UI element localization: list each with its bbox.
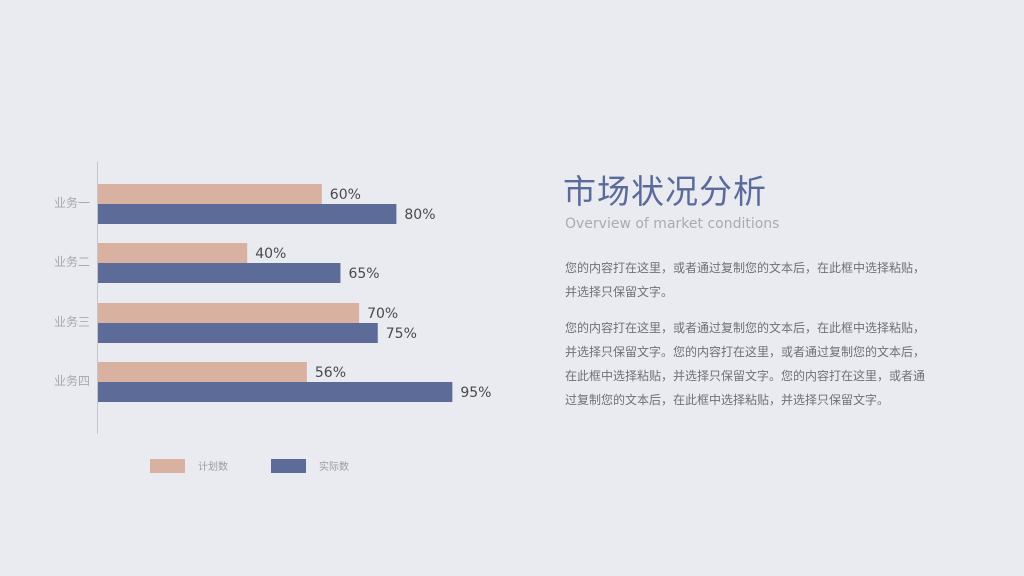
legend-swatch (150, 459, 185, 473)
category-label: 业务二 (54, 254, 90, 269)
data-label: 70% (367, 306, 398, 322)
category-label: 业务三 (54, 314, 90, 329)
legend-swatch (271, 459, 306, 473)
bar (98, 303, 360, 323)
category-label: 业务一 (54, 195, 90, 210)
bar (98, 382, 453, 402)
body-paragraph-2: 您的内容打在这里，或者通过复制您的文本后，在此框中选择粘贴，并选择只保留文字。您… (565, 321, 926, 407)
data-label: 60% (330, 187, 361, 203)
data-label: 56% (315, 365, 346, 381)
bar (98, 263, 341, 283)
bar (98, 243, 248, 263)
bar (98, 362, 307, 382)
page-title: 市场状况分析 (563, 172, 767, 211)
page-subtitle: Overview of market conditions (565, 216, 780, 232)
bar (98, 323, 378, 343)
body-paragraph-1: 您的内容打在这里，或者通过复制您的文本后，在此框中选择粘贴，并选择只保留文字。 (565, 261, 926, 299)
bar (98, 184, 322, 204)
legend-label: 实际数 (319, 460, 349, 473)
bar-chart: 业务一 60% 80% 业务二 40% 65% 业务三 70% 75% 业务四 56% 95% 计划数… (54, 162, 491, 473)
data-label: 40% (255, 246, 286, 262)
data-label: 75% (386, 326, 417, 342)
data-label: 65% (348, 266, 379, 282)
data-label: 95% (460, 385, 491, 401)
bar (98, 204, 397, 224)
category-label: 业务四 (54, 373, 90, 388)
data-label: 80% (404, 207, 435, 223)
legend-label: 计划数 (198, 460, 228, 473)
